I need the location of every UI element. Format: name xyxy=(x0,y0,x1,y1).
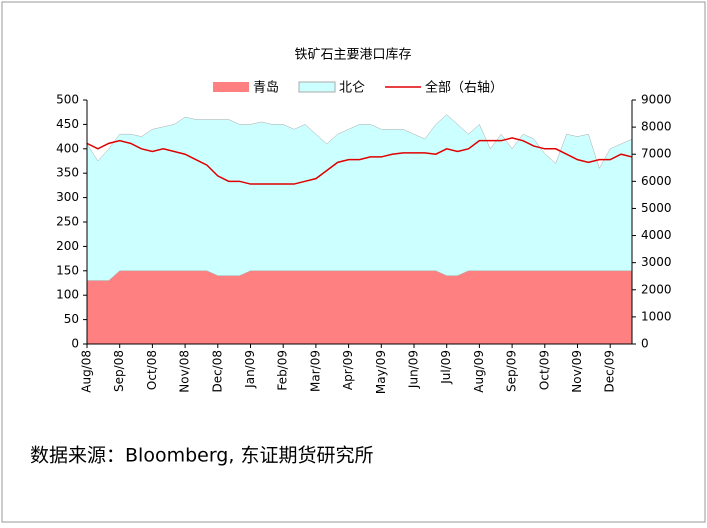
y-tick-label: 200 xyxy=(56,239,79,253)
x-tick-label: Sep/09 xyxy=(505,350,519,392)
x-tick-label: Aug/09 xyxy=(472,350,486,393)
x-tick-label: Feb/09 xyxy=(276,350,290,391)
y-tick-label: 0 xyxy=(71,337,79,351)
x-tick-label: Jun/09 xyxy=(407,350,421,389)
y-tick-label: 300 xyxy=(56,190,79,204)
x-tick-label: Dec/09 xyxy=(603,350,617,393)
y-tick-label: 450 xyxy=(56,117,79,131)
x-tick-label: Apr/09 xyxy=(341,350,355,390)
y-tick-label: 400 xyxy=(56,141,79,155)
y-tick-label: 350 xyxy=(56,166,79,180)
x-tick-label: Nov/09 xyxy=(570,350,584,393)
y-tick-label: 500 xyxy=(56,93,79,107)
y2-tick-label: 0 xyxy=(641,337,649,351)
x-tick-label: Sep/08 xyxy=(112,350,126,392)
y2-tick-label: 6000 xyxy=(641,174,672,188)
legend-label: 全部（右轴） xyxy=(425,80,503,96)
y2-tick-label: 3000 xyxy=(641,255,672,269)
area xyxy=(87,270,632,344)
y-tick-label: 150 xyxy=(56,263,79,277)
y2-tick-label: 7000 xyxy=(641,147,672,161)
y-tick-label: 100 xyxy=(56,288,79,302)
x-tick-label: Jul/09 xyxy=(439,350,453,385)
chart-title: 铁矿石主要港口库存 xyxy=(294,47,411,63)
x-tick-label: Oct/08 xyxy=(145,350,159,390)
y-tick-label: 50 xyxy=(64,312,79,326)
y2-tick-label: 4000 xyxy=(641,228,672,242)
x-tick-label: Dec/08 xyxy=(210,350,224,393)
x-tick-label: Mar/09 xyxy=(308,350,322,392)
source-note: 数据来源：Bloomberg, 东证期货研究所 xyxy=(30,445,373,467)
y-tick-label: 250 xyxy=(56,215,79,229)
line xyxy=(86,137,633,185)
y2-tick-label: 5000 xyxy=(641,201,672,215)
legend-swatch xyxy=(298,81,336,93)
y2-tick-label: 8000 xyxy=(641,120,672,134)
y2-tick-label: 9000 xyxy=(641,93,672,107)
x-tick-label: Jan/09 xyxy=(243,350,257,389)
y2-tick-label: 1000 xyxy=(641,309,672,323)
x-tick-label: Nov/08 xyxy=(178,350,192,393)
x-tick-label: May/09 xyxy=(374,350,388,394)
x-tick-label: Aug/08 xyxy=(80,350,94,393)
y2-tick-label: 2000 xyxy=(641,282,672,296)
legend-label: 北仑 xyxy=(339,81,365,96)
legend-swatch xyxy=(213,82,249,92)
x-tick-label: Oct/09 xyxy=(537,350,551,390)
legend-label: 青岛 xyxy=(253,80,279,96)
